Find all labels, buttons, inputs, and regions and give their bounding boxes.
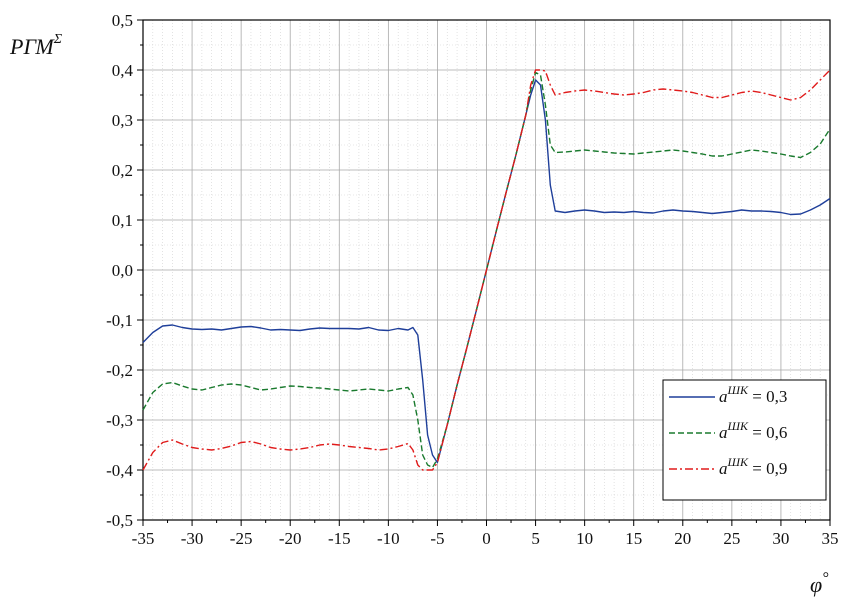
x-axis-title-main: φ <box>810 572 822 597</box>
y-tick-label: 0,2 <box>112 161 133 180</box>
y-axis-title-sup: Σ <box>53 32 63 47</box>
x-axis-title: φ° <box>810 570 829 597</box>
x-tick-label: -25 <box>230 529 253 548</box>
y-tick-label: 0,1 <box>112 211 133 230</box>
x-tick-label: 10 <box>576 529 593 548</box>
legend-label-2: aШК = 0,6 <box>719 419 787 442</box>
x-axis-title-degree: ° <box>822 570 829 587</box>
x-tick-label: 0 <box>482 529 491 548</box>
x-axis-tick-labels: -35 -30 -25 -20 -15 -10 -5 0 5 10 15 20 25 30 35 <box>132 529 839 548</box>
legend-label-1: aШК = 0,3 <box>719 383 787 406</box>
x-tick-label: -10 <box>377 529 400 548</box>
legend: aШК = 0,3 aШК = 0,6 aШК = 0,9 <box>662 379 827 501</box>
x-tick-label: -5 <box>430 529 444 548</box>
y-tick-label: -0,1 <box>106 311 133 330</box>
x-tick-label: 20 <box>674 529 691 548</box>
y-tick-label: -0,2 <box>106 361 133 380</box>
series-line-3 <box>142 69 831 471</box>
y-axis-tick-labels: -0,5 -0,4 -0,3 -0,2 -0,1 0,0 0,1 0,2 0,3 0,4 0,5 <box>106 11 133 530</box>
x-tick-label: -35 <box>132 529 155 548</box>
legend-box <box>662 379 827 501</box>
x-tick-label: 15 <box>625 529 642 548</box>
y-axis-title-main: РГМ <box>9 34 55 59</box>
y-axis-title: РГМΣ <box>9 32 63 59</box>
x-tick-label: 35 <box>822 529 839 548</box>
x-tick-label: -15 <box>328 529 351 548</box>
y-tick-label: -0,4 <box>106 461 133 480</box>
y-tick-label: -0,3 <box>106 411 133 430</box>
y-tick-label: 0,3 <box>112 111 133 130</box>
legend-label-3: aШК = 0,9 <box>719 455 787 478</box>
y-tick-label: 0,0 <box>112 261 133 280</box>
x-tick-label: 30 <box>772 529 789 548</box>
axis-ticks <box>137 19 831 526</box>
x-tick-label: -20 <box>279 529 302 548</box>
y-tick-label: -0,5 <box>106 511 133 530</box>
series-layer <box>142 69 831 471</box>
y-tick-label: 0,5 <box>112 11 133 30</box>
x-tick-label: 5 <box>531 529 540 548</box>
series-line-2 <box>142 71 831 469</box>
x-tick-label: 25 <box>723 529 740 548</box>
y-tick-label: 0,4 <box>112 61 134 80</box>
x-tick-label: -30 <box>181 529 204 548</box>
